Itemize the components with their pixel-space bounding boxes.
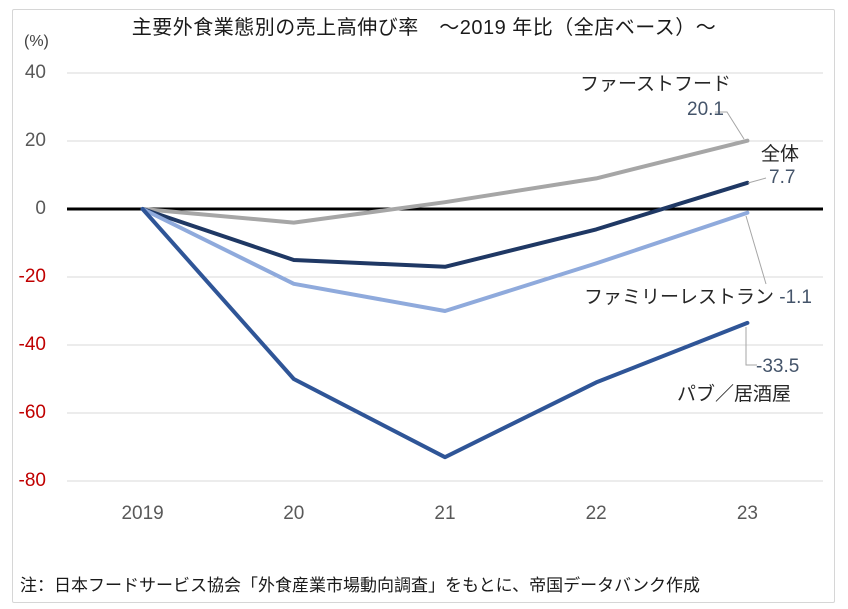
y-tick-label: -20 bbox=[18, 266, 46, 287]
callout-leader-family-restaurant bbox=[745, 215, 767, 285]
series-label-pub: パブ／居酒屋 bbox=[677, 384, 792, 405]
series-line-overall bbox=[140, 180, 750, 269]
x-tick-label: 21 bbox=[434, 503, 456, 524]
series-label-family-restaurant: ファミリーレストラン bbox=[583, 287, 774, 308]
y-tick-label: 20 bbox=[24, 130, 46, 151]
y-tick-label: 0 bbox=[35, 198, 46, 219]
series-label-fastfood: ファーストフード bbox=[579, 74, 731, 95]
chart-border bbox=[12, 9, 835, 603]
series-callout-family-restaurant: ファミリーレストラン -1.1 bbox=[584, 287, 812, 309]
series-value-overall: 7.7 bbox=[769, 167, 796, 188]
series-label-overall: 全体 bbox=[761, 144, 800, 165]
y-tick-label: -80 bbox=[18, 470, 46, 491]
y-tick-label: 40 bbox=[24, 62, 46, 83]
y-tick-label: -60 bbox=[18, 402, 46, 423]
series-line-fastfood bbox=[140, 138, 750, 225]
source-note: 注：日本フードサービス協会「外食産業市場動向調査」をもとに、帝国データバンク作成 bbox=[20, 576, 700, 595]
x-tick-label: 2019 bbox=[121, 503, 164, 524]
x-tick-label: 20 bbox=[283, 503, 305, 524]
y-tick-label: -40 bbox=[18, 334, 46, 355]
chart-title: 主要外食業態別の売上高伸び率 ～2019 年比（全店ベース）～ bbox=[131, 17, 717, 39]
x-tick-label: 23 bbox=[736, 503, 758, 524]
series-line-family-restaurant bbox=[140, 207, 750, 313]
series-line-pub bbox=[140, 207, 750, 460]
series-value-fastfood: 20.1 bbox=[687, 99, 724, 120]
series-value-family-restaurant: -1.1 bbox=[779, 287, 812, 308]
callout-leader-overall bbox=[747, 177, 767, 184]
series-value-pub: -33.5 bbox=[756, 356, 800, 377]
callout-leader-fastfood bbox=[715, 111, 745, 140]
y-axis-unit-label: (%) bbox=[24, 33, 49, 50]
x-tick-label: 22 bbox=[585, 503, 607, 524]
callout-leader-pub bbox=[745, 327, 757, 366]
